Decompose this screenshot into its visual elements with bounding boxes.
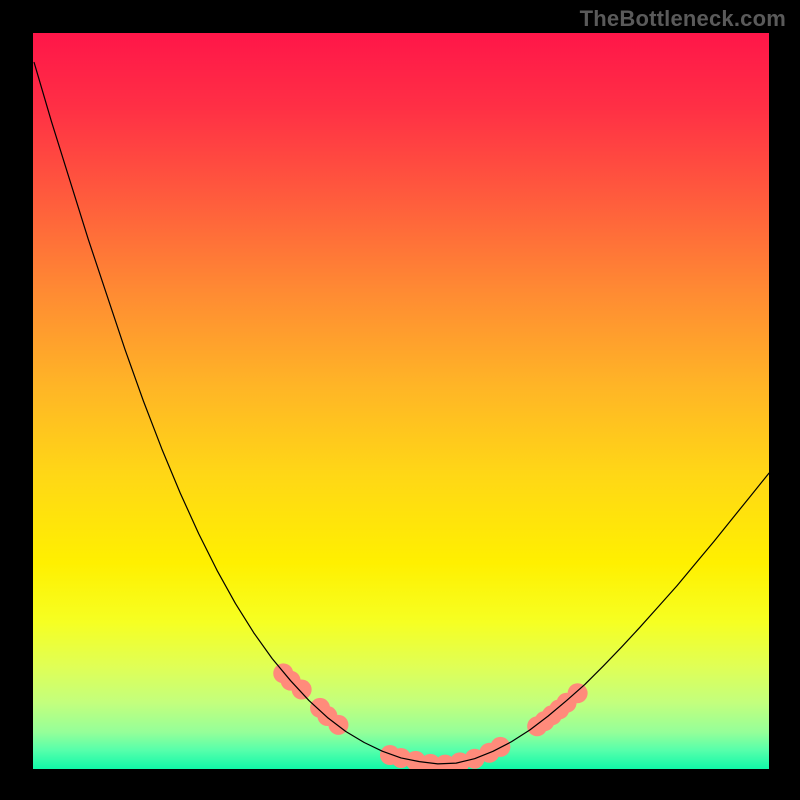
chart-svg <box>0 0 800 800</box>
data-marker <box>292 680 312 700</box>
chart-container: TheBottleneck.com <box>0 0 800 800</box>
data-marker <box>568 683 588 703</box>
watermark-text: TheBottleneck.com <box>580 6 786 32</box>
